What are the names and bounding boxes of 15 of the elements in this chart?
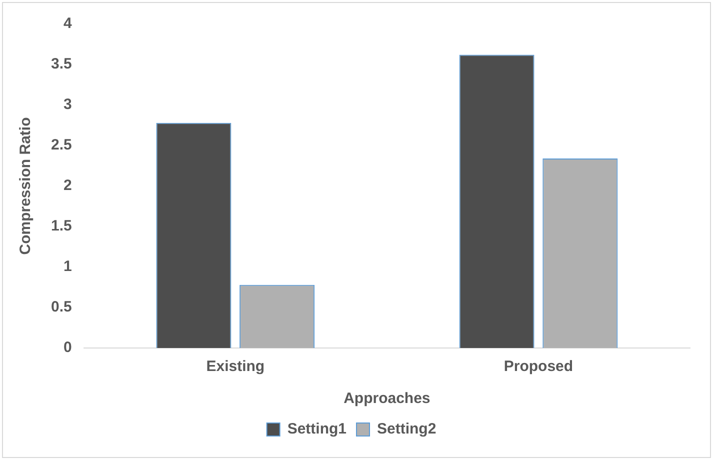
y-tick-label: 2.5 <box>50 136 72 154</box>
y-tick-label: 3.5 <box>50 56 72 73</box>
legend-label: Setting1 <box>287 420 347 438</box>
y-tick-label: 3 <box>64 96 72 114</box>
y-axis-title: Compression Ratio <box>17 117 34 255</box>
y-tick-label: 4 <box>64 15 73 32</box>
y-tick-label: 0 <box>64 339 72 356</box>
y-tick-label: 1 <box>64 258 72 276</box>
y-tick-label: 0.5 <box>50 298 72 316</box>
x-axis-title: Approaches <box>344 390 430 408</box>
legend-label: Setting2 <box>377 420 436 438</box>
y-tick-label: 1.5 <box>50 218 72 235</box>
x-tick-label: Proposed <box>504 358 574 376</box>
x-tick-label: Existing <box>206 358 265 376</box>
y-tick-label: 2 <box>64 177 72 194</box>
